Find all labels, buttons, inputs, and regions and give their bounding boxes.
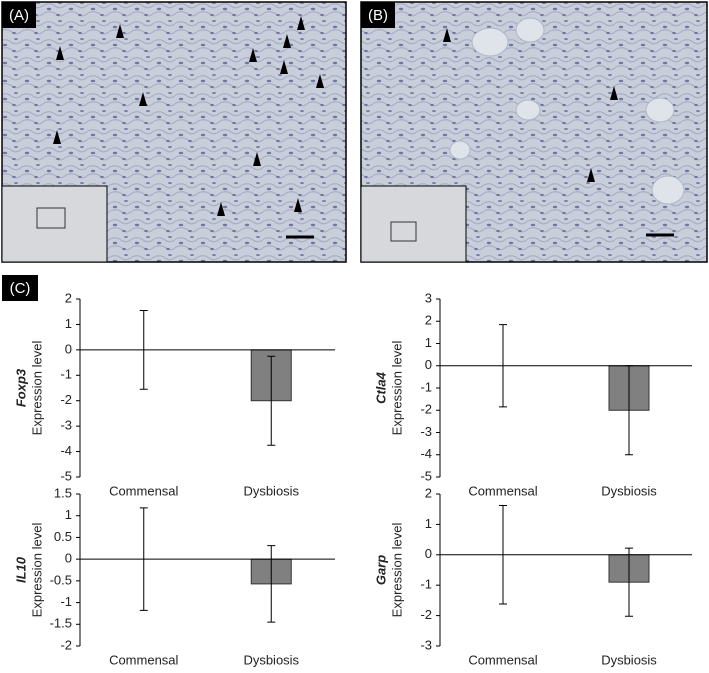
y-tick-label: -2 [420, 607, 432, 622]
y-tick-label: 0 [65, 341, 72, 356]
y-tick-label: 0 [65, 551, 72, 566]
y-tick-label: 2 [425, 313, 432, 328]
y-tick-label: 1.5 [54, 485, 72, 500]
y-axis-label: Garp [373, 555, 388, 585]
y-axis-label: Expression level [29, 341, 44, 436]
y-axis-label: Expression level [29, 523, 44, 618]
y-tick-label: -0.5 [50, 572, 72, 587]
y-tick-label: 1 [65, 507, 72, 522]
y-tick-label: -3 [420, 424, 432, 439]
y-axis-label: Expression level [389, 341, 404, 436]
x-tick-label: Commensal [468, 652, 537, 667]
panel-label: (A) [9, 7, 29, 24]
y-tick-label: -4 [420, 446, 432, 461]
y-tick-label: -5 [420, 468, 432, 483]
y-tick-label: -2 [60, 637, 72, 652]
y-axis-label: Ctla4 [373, 371, 388, 404]
error-bar [267, 545, 276, 623]
y-tick-label: 0.5 [54, 529, 72, 544]
y-tick-label: 1 [425, 335, 432, 350]
y-tick-label: 2 [425, 485, 432, 500]
panel-label: (C) [10, 280, 31, 297]
y-tick-label: -2 [60, 392, 72, 407]
y-tick-label: -1.5 [50, 616, 72, 631]
y-tick-label: -4 [60, 443, 72, 458]
micrograph-a: (A) [1, 1, 347, 263]
y-tick-label: 0 [425, 357, 432, 372]
y-tick-label: 1 [65, 316, 72, 331]
micrograph-b: (B) [360, 1, 708, 263]
y-tick-label: 3 [425, 290, 432, 305]
y-tick-label: -1 [60, 594, 72, 609]
x-tick-label: Dysbiosis [243, 652, 299, 667]
x-tick-label: Commensal [468, 483, 537, 498]
y-axis-label: Foxp3 [13, 368, 28, 407]
y-tick-label: 1 [425, 516, 432, 531]
y-axis-label: IL10 [13, 556, 28, 583]
y-tick-label: 0 [425, 546, 432, 561]
x-tick-label: Commensal [109, 483, 178, 498]
y-tick-label: -1 [60, 367, 72, 382]
error-bar [267, 355, 276, 446]
y-tick-label: -2 [420, 402, 432, 417]
y-tick-label: -3 [60, 418, 72, 433]
y-tick-label: -5 [60, 468, 72, 483]
panel-label-box [2, 275, 38, 301]
x-tick-label: Dysbiosis [601, 652, 657, 667]
x-tick-label: Dysbiosis [243, 483, 299, 498]
y-tick-label: -3 [420, 637, 432, 652]
y-tick-label: -1 [420, 577, 432, 592]
x-tick-label: Dysbiosis [601, 483, 657, 498]
error-bar [625, 547, 633, 617]
panel-label: (B) [368, 7, 388, 24]
y-axis-label: Expression level [389, 523, 404, 618]
y-tick-label: 2 [65, 290, 72, 305]
y-tick-label: -1 [420, 379, 432, 394]
x-tick-label: Commensal [109, 652, 178, 667]
